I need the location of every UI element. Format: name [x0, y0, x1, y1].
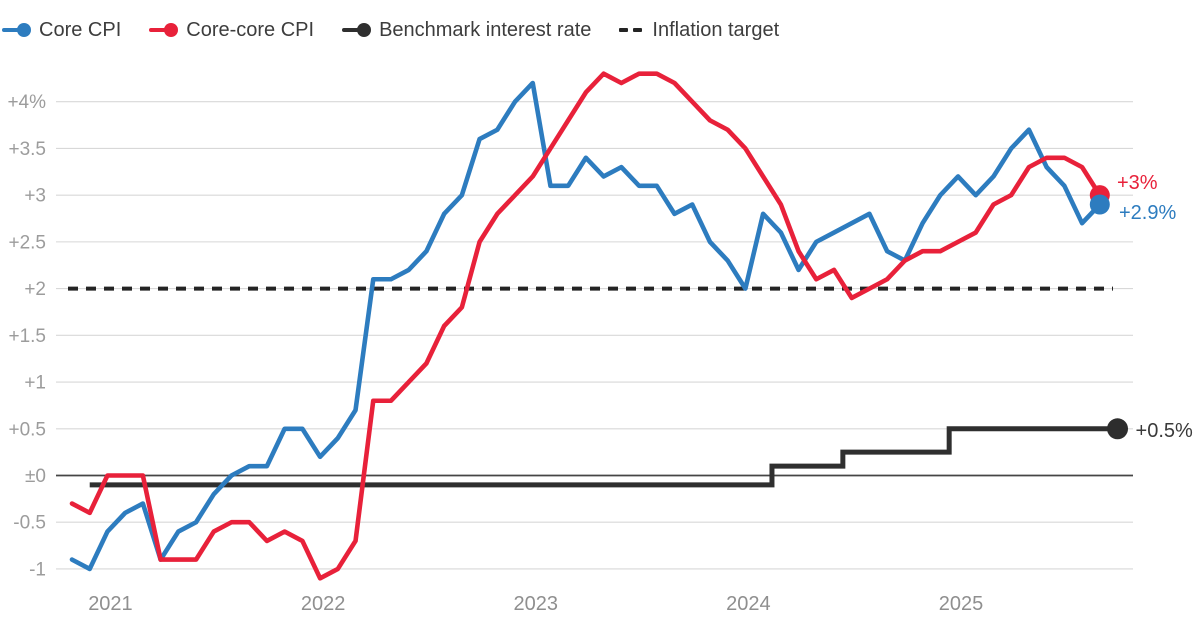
benchmark-rate-line	[89, 426, 1118, 488]
y-tick-label: ±0	[25, 466, 46, 487]
legend-item-core-core-cpi: Core-core CPI	[149, 20, 314, 40]
x-tick-label: 2023	[513, 593, 558, 615]
y-tick-label: +3	[24, 186, 46, 207]
y-tick-label: +4%	[7, 92, 46, 113]
legend: Core CPI Core-core CPI Benchmark interes…	[2, 20, 779, 40]
benchmark-rate-swatch-icon	[342, 23, 372, 37]
benchmark-end-label: +0.5%	[1136, 420, 1193, 442]
x-tick-label: 2021	[88, 593, 133, 615]
legend-label-core-cpi: Core CPI	[39, 19, 122, 41]
benchmark-end-dot	[1107, 418, 1129, 440]
core-cpi-line	[69, 80, 1103, 572]
y-tick-label: +0.5	[8, 419, 46, 440]
core-core-cpi-line	[69, 71, 1103, 581]
core-cpi-end-label: +2.9%	[1119, 202, 1176, 224]
legend-item-core-cpi: Core CPI	[2, 20, 121, 40]
y-tick-label: -1	[29, 559, 46, 580]
x-tick-label: 2022	[301, 593, 346, 615]
legend-label-benchmark-rate: Benchmark interest rate	[379, 19, 592, 41]
y-tick-label: +2	[24, 279, 46, 300]
legend-item-benchmark-rate: Benchmark interest rate	[342, 20, 591, 40]
core-core-cpi-swatch-icon	[149, 23, 179, 37]
x-tick-label: 2024	[726, 593, 771, 615]
y-tick-label: -0.5	[13, 513, 46, 534]
y-tick-label: +1	[24, 373, 46, 394]
y-tick-label: +2.5	[8, 232, 46, 253]
legend-label-inflation-target: Inflation target	[652, 19, 780, 41]
x-tick-label: 2025	[939, 593, 984, 615]
y-tick-label: +1.5	[8, 326, 46, 347]
legend-item-inflation-target: Inflation target	[619, 20, 779, 40]
legend-label-core-core-cpi: Core-core CPI	[186, 19, 315, 41]
core-cpi-swatch-icon	[2, 23, 31, 37]
core-core-cpi-end-label: +3%	[1117, 172, 1158, 194]
core-cpi-end-dot	[1089, 194, 1110, 215]
inflation-target-swatch-icon	[619, 28, 643, 32]
y-tick-label: +3.5	[8, 139, 46, 160]
